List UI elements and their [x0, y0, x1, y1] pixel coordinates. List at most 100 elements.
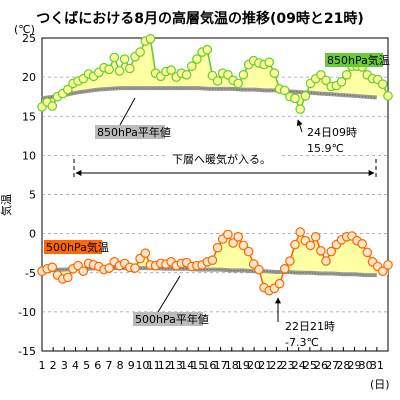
x-tick-label: 2: [50, 359, 57, 372]
data-point: [212, 76, 223, 86]
y-tick-label: -5: [25, 267, 36, 280]
x-tick-label: 30: [359, 359, 373, 372]
data-point: [264, 57, 274, 68]
x-tick-label: 19: [236, 359, 250, 372]
x-tick-label: 13: [169, 359, 183, 372]
data-point: [228, 238, 238, 248]
y-tick-label: 0: [29, 228, 36, 241]
data-point: [254, 264, 264, 275]
x-tick-label: 18: [225, 359, 239, 372]
x-tick-label: 10: [135, 359, 149, 372]
min-850-date: 24日09時: [307, 126, 357, 139]
min-850-value: 15.9℃: [307, 142, 344, 155]
y-tick-label: 20: [22, 71, 36, 84]
data-point: [114, 66, 125, 76]
data-point: [63, 272, 73, 283]
data-point: [238, 240, 249, 251]
min-500-annotation: 22日21時 -7.3℃: [275, 297, 335, 349]
data-point: [310, 232, 321, 242]
normal-500-annotation: 500hPa平年値: [133, 275, 209, 326]
data-point: [187, 61, 197, 71]
x-tick-label: 29: [348, 359, 362, 372]
x-tick-label: 7: [105, 359, 112, 372]
data-point: [166, 65, 176, 75]
x-tick-label: 12: [158, 359, 172, 372]
data-point: [321, 75, 331, 86]
x-tick-label: 15: [191, 359, 205, 372]
data-point: [362, 247, 373, 258]
legend-500-label: 500hPa気温: [46, 240, 109, 254]
legend-850: 850hPa気温: [325, 53, 390, 67]
x-tick-label: 14: [180, 359, 194, 372]
data-point: [207, 255, 218, 265]
x-tick-label: 27: [325, 359, 339, 372]
y-tick-label: 25: [22, 32, 36, 45]
data-point: [109, 52, 120, 63]
data-point: [336, 77, 347, 87]
y-tick-label: -10: [18, 306, 36, 319]
x-tick-label: 25: [303, 359, 317, 372]
normal-line-detail: [41, 87, 377, 99]
x-tick-label: 24: [292, 359, 306, 372]
chart-title: つくばにおける8月の高層気温の推移(09時と21時): [36, 11, 364, 27]
x-tick-label: 22: [269, 359, 283, 372]
data-point: [130, 263, 140, 273]
data-point: [295, 227, 305, 237]
series-points: [37, 33, 393, 296]
legend-850-label: 850hPa気温: [327, 53, 390, 67]
data-point: [135, 47, 145, 57]
x-tick-labels: 1 2 3 4 5 6 7 8 9 1011121314151617181920212223242…: [39, 359, 384, 372]
data-point: [290, 239, 300, 250]
y-tick-label: 5: [29, 189, 36, 202]
data-point: [243, 246, 254, 257]
data-point: [145, 33, 156, 44]
data-point: [341, 70, 352, 80]
x-tick-label: 28: [336, 359, 350, 372]
normal-line-detail: [41, 267, 377, 276]
x-tick-label: 31: [370, 359, 384, 372]
x-tick-label: 26: [314, 359, 328, 372]
above-normal-fill: [42, 38, 388, 110]
legend-500: 500hPa気温: [44, 240, 109, 254]
x-tick-label: 23: [281, 359, 295, 372]
normal-500-label: 500hPa平年値: [135, 312, 209, 326]
y-unit-label: (℃): [14, 23, 35, 36]
data-point: [295, 104, 305, 114]
data-point: [279, 263, 290, 274]
data-point: [326, 246, 336, 257]
y-tick-label: 10: [22, 149, 36, 162]
data-point: [321, 256, 331, 266]
data-point: [383, 91, 393, 101]
x-tick-label: 3: [61, 359, 68, 372]
data-point: [125, 63, 135, 74]
x-tick-label: 1: [39, 359, 46, 372]
x-tick-label: 8: [117, 359, 124, 372]
data-point: [290, 93, 300, 104]
data-point: [47, 101, 58, 111]
data-point: [233, 232, 243, 242]
data-point: [279, 85, 290, 96]
x-tick-label: 9: [128, 359, 135, 372]
min-850-annotation: 24日09時 15.9℃: [296, 119, 357, 155]
data-point: [383, 260, 393, 270]
x-unit-label: (日): [370, 378, 390, 391]
x-tick-label: 5: [83, 359, 90, 372]
data-point: [223, 229, 233, 240]
data-point: [63, 84, 73, 95]
min-500-date: 22日21時: [285, 320, 335, 333]
data-point: [377, 266, 388, 276]
data-point: [104, 64, 114, 75]
x-tick-label: 6: [94, 359, 101, 372]
data-point: [192, 54, 202, 64]
data-point: [78, 266, 89, 276]
data-point: [274, 278, 285, 289]
data-point: [316, 246, 326, 256]
y-tick-label: -15: [18, 345, 36, 358]
x-tick-label: 4: [72, 359, 79, 372]
y-axis-label: 気温: [0, 194, 13, 216]
data-point: [233, 78, 243, 89]
normal-850-annotation: 850hPa平年値: [95, 97, 171, 139]
data-point: [119, 54, 130, 64]
x-tick-label: 16: [202, 359, 216, 372]
